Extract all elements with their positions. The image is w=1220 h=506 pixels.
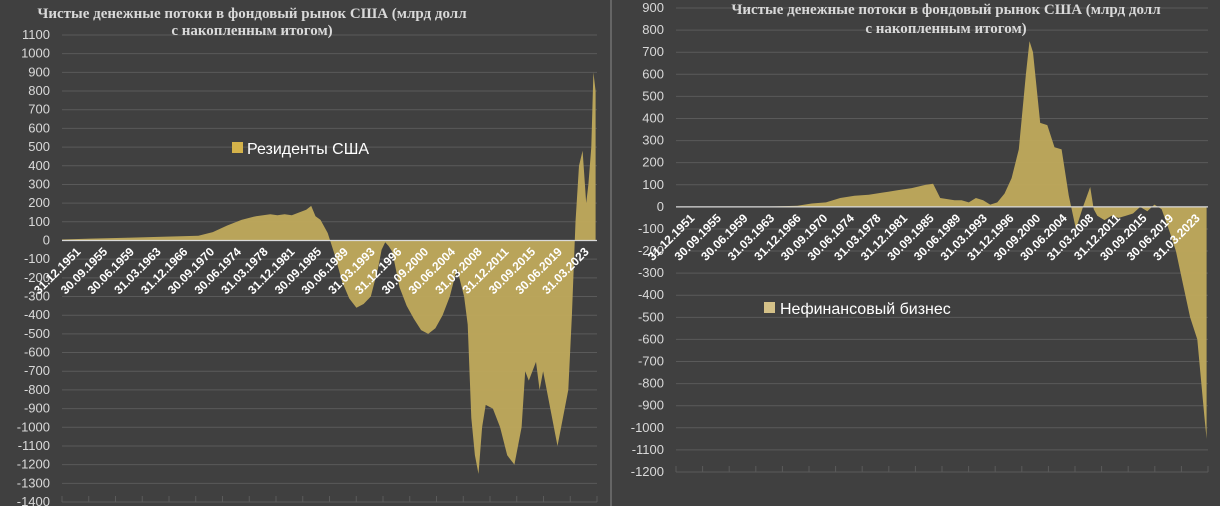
y-tick-label: 200 [28, 195, 50, 210]
y-tick-label: 900 [28, 64, 50, 79]
y-tick-label: 0 [43, 232, 50, 247]
chart-left: 110010009008007006005004003002001000-100… [17, 6, 598, 506]
y-tick-label: 300 [642, 133, 664, 148]
y-tick-label: 0 [657, 199, 664, 214]
y-tick-label: -400 [638, 287, 664, 302]
y-tick-label: -900 [638, 398, 664, 413]
chart-right: 900 800 700 600 500 400 300 200 100 0 -100 -200 -300… [631, 0, 1209, 479]
y-tick-label: 800 [642, 22, 664, 37]
y-tick-label: -300 [638, 265, 664, 280]
y-tick-label: 800 [28, 83, 50, 98]
y-tick-label: 400 [642, 110, 664, 125]
legend-swatch [764, 302, 775, 313]
y-tick-label: -1100 [632, 442, 664, 457]
y-tick-label: 600 [642, 66, 664, 81]
y-tick-label: 900 [642, 0, 664, 15]
y-tick-label: -100 [638, 221, 664, 236]
y-tick-label: -1400 [17, 494, 50, 506]
legend-swatch [232, 142, 243, 153]
chart-title: с накопленным итогом) [865, 21, 1026, 37]
y-tick-label: 500 [28, 139, 50, 154]
y-tick-label: -200 [638, 243, 664, 258]
y-tick-label: -700 [638, 354, 664, 369]
y-tick-label: 700 [642, 44, 664, 59]
y-tick-label: -100 [24, 251, 50, 266]
y-tick-label: 700 [28, 102, 50, 117]
y-tick-label: -600 [638, 331, 664, 346]
y-tick-label: -900 [24, 401, 50, 416]
legend-label: Резиденты США [247, 141, 369, 158]
chart-title: Чистые денежные потоки в фондовый рынок … [731, 2, 1161, 18]
y-tick-label: -1200 [17, 457, 50, 472]
y-tick-label: 1000 [21, 46, 50, 61]
y-tick-label: 100 [28, 214, 50, 229]
y-tick-label: -500 [638, 309, 664, 324]
y-tick-label: 500 [642, 88, 664, 103]
y-tick-label: 100 [642, 177, 664, 192]
y-tick-label: -1300 [17, 475, 50, 490]
chart-title: Чистые денежные потоки в фондовый рынок … [37, 6, 467, 22]
y-tick-label: -200 [24, 270, 50, 285]
y-tick-label: -600 [24, 345, 50, 360]
y-tick-label: 400 [28, 158, 50, 173]
y-tick-label: 1100 [22, 27, 50, 42]
y-tick-label: -300 [24, 289, 50, 304]
legend-label: Нефинансовый бизнес [780, 301, 951, 318]
y-tick-label: -1000 [17, 419, 50, 434]
y-tick-label: 300 [28, 176, 50, 191]
y-tick-label: -400 [24, 307, 50, 322]
y-tick-label: -500 [24, 326, 50, 341]
y-tick-label: -800 [638, 376, 664, 391]
y-tick-label: -1100 [18, 438, 50, 453]
y-tick-label: -1000 [631, 420, 664, 435]
y-tick-label: 200 [642, 155, 664, 170]
y-tick-label: -800 [24, 382, 50, 397]
y-tick-label: 600 [28, 120, 50, 135]
y-tick-label: -700 [24, 363, 50, 378]
area-series-left [62, 72, 596, 475]
chart-title: с накопленным итогом) [171, 23, 332, 39]
y-tick-label: -1200 [631, 464, 664, 479]
